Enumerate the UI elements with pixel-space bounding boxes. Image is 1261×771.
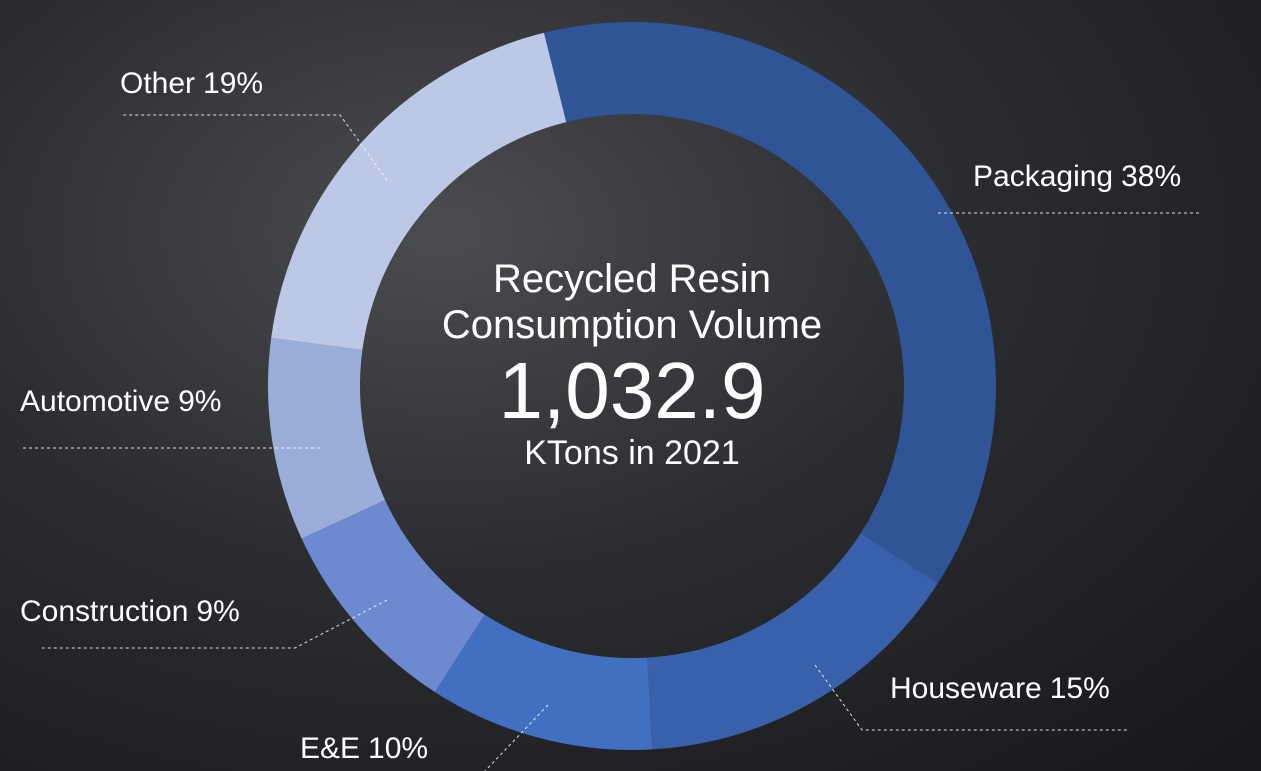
- value-label: 9%: [196, 595, 239, 628]
- category-label: Automotive: [20, 385, 170, 418]
- value-label: 19%: [203, 67, 263, 100]
- value-label: 10%: [368, 732, 428, 765]
- chart-title: Recycled Resin Consumption Volume: [392, 256, 872, 348]
- value-label: 9%: [178, 385, 221, 418]
- center-unit: KTons in 2021: [392, 434, 872, 472]
- value-label: 15%: [1050, 672, 1110, 705]
- category-label: E&E: [300, 732, 360, 765]
- center-value: 1,032.9: [392, 348, 872, 434]
- category-label: Packaging: [973, 160, 1113, 193]
- donut-segment: [647, 533, 938, 749]
- page: Packaging38% Houseware15% E&E10% Constructi…: [0, 0, 1261, 771]
- category-label: Construction: [20, 595, 188, 628]
- center-text: Recycled Resin Consumption Volume 1,032.…: [392, 256, 872, 472]
- value-label: 38%: [1121, 160, 1181, 193]
- category-label: Other: [120, 67, 195, 100]
- category-label: Houseware: [890, 672, 1042, 705]
